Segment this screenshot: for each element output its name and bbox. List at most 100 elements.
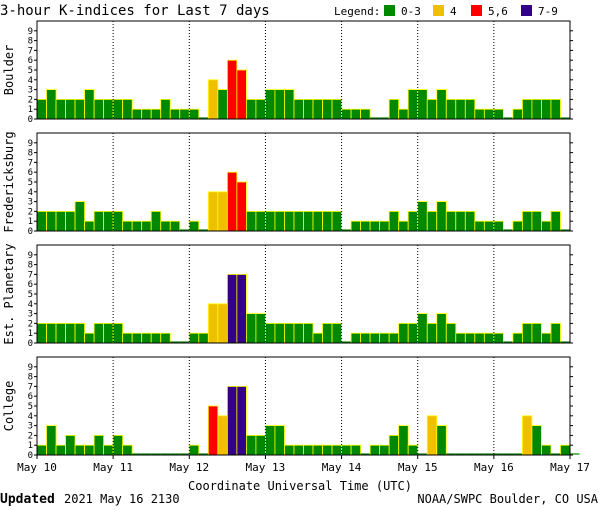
y-tick-label: 0 xyxy=(28,451,33,461)
k-bar xyxy=(312,210,323,232)
k-bar xyxy=(217,303,228,344)
k-bar xyxy=(522,210,533,232)
y-tick-label: 0 xyxy=(28,339,33,349)
k-bar xyxy=(350,220,362,232)
k-bar xyxy=(322,210,333,232)
k-bar xyxy=(436,201,447,232)
legend-label: Legend: xyxy=(334,5,380,18)
k-bar xyxy=(436,425,447,456)
k-bar xyxy=(265,322,276,344)
k-bar xyxy=(265,89,276,120)
k-bar xyxy=(150,108,162,120)
x-tick-label: May 11 xyxy=(93,461,133,474)
k-bar xyxy=(293,444,304,456)
k-bar xyxy=(398,425,409,456)
station-label: College xyxy=(2,381,16,432)
k-bar xyxy=(541,332,552,344)
k-bar xyxy=(407,210,419,232)
k-bar xyxy=(531,210,542,232)
x-tick-label: May 13 xyxy=(246,461,286,474)
y-tick-label: 7 xyxy=(28,382,33,392)
k-bar xyxy=(160,220,171,232)
legend-swatch xyxy=(471,5,482,16)
y-tick-label: 9 xyxy=(28,363,33,373)
k-bar xyxy=(122,332,133,344)
k-bar xyxy=(112,322,124,344)
k-bar xyxy=(274,322,285,344)
k-bar xyxy=(550,99,561,120)
k-bar xyxy=(312,99,323,120)
k-bar xyxy=(360,108,371,120)
legend-swatch xyxy=(384,5,395,16)
k-bar xyxy=(322,99,333,120)
legend-entry-label: 7-9 xyxy=(538,5,558,18)
k-bar xyxy=(560,444,571,456)
y-tick-label: 5 xyxy=(28,290,33,300)
k-bar xyxy=(398,322,409,344)
k-bar xyxy=(541,444,552,456)
k-bar xyxy=(379,444,390,456)
k-bar xyxy=(493,220,504,232)
k-bar xyxy=(331,444,342,456)
k-bar xyxy=(512,108,523,120)
k-bar xyxy=(245,210,257,232)
k-bar xyxy=(512,332,523,344)
x-tick-label: May 12 xyxy=(169,461,209,474)
k-bar xyxy=(417,313,428,344)
k-bar xyxy=(55,99,66,120)
y-tick-label: 6 xyxy=(28,168,33,178)
k-bar xyxy=(255,210,266,232)
y-tick-label: 3 xyxy=(28,198,33,208)
k-bar xyxy=(207,79,219,120)
k-bar xyxy=(426,210,438,232)
k-bar xyxy=(74,322,85,344)
k-bar xyxy=(84,220,95,232)
k-bar xyxy=(74,99,85,120)
k-bar xyxy=(55,322,66,344)
k-bar xyxy=(360,220,371,232)
k-bar xyxy=(122,99,133,120)
k-bar xyxy=(474,108,485,120)
k-bar xyxy=(245,313,257,344)
y-tick-label: 7 xyxy=(28,270,33,280)
k-bar xyxy=(217,89,228,120)
k-bar xyxy=(93,322,105,344)
x-tick-label: May 16 xyxy=(474,461,514,474)
k-bar xyxy=(398,220,409,232)
x-tick-label: May 10 xyxy=(17,461,57,474)
legend-entry-label: 4 xyxy=(450,5,457,18)
k-bar xyxy=(436,313,447,344)
y-tick-label: 6 xyxy=(28,56,33,66)
k-bar xyxy=(36,322,47,344)
y-tick-label: 2 xyxy=(28,319,33,329)
k-bar xyxy=(341,444,352,456)
station-label: Boulder xyxy=(2,45,16,96)
x-tick-label: May 15 xyxy=(398,461,438,474)
y-tick-label: 3 xyxy=(28,86,33,96)
y-tick-label: 7 xyxy=(28,158,33,168)
k-bar xyxy=(65,434,76,456)
k-bar xyxy=(388,99,400,120)
k-bar xyxy=(483,220,495,232)
y-tick-label: 8 xyxy=(28,149,33,159)
y-tick-label: 2 xyxy=(28,95,33,105)
k-bar xyxy=(36,99,47,120)
credit: NOAA/SWPC Boulder, CO USA xyxy=(417,492,598,506)
k-bar xyxy=(150,210,162,232)
y-tick-label: 1 xyxy=(28,105,33,115)
k-bar xyxy=(93,210,105,232)
k-bar xyxy=(188,444,200,456)
y-tick-label: 0 xyxy=(28,115,33,125)
legend-entry-label: 0-3 xyxy=(401,5,421,18)
k-bar xyxy=(350,332,362,344)
k-bar xyxy=(426,99,438,120)
k-bar xyxy=(245,99,257,120)
y-tick-label: 3 xyxy=(28,422,33,432)
k-bar xyxy=(265,210,276,232)
k-bar xyxy=(474,332,485,344)
k-bar xyxy=(226,273,238,344)
k-bar xyxy=(255,99,266,120)
k-bar xyxy=(65,322,76,344)
k-bar xyxy=(522,322,533,344)
